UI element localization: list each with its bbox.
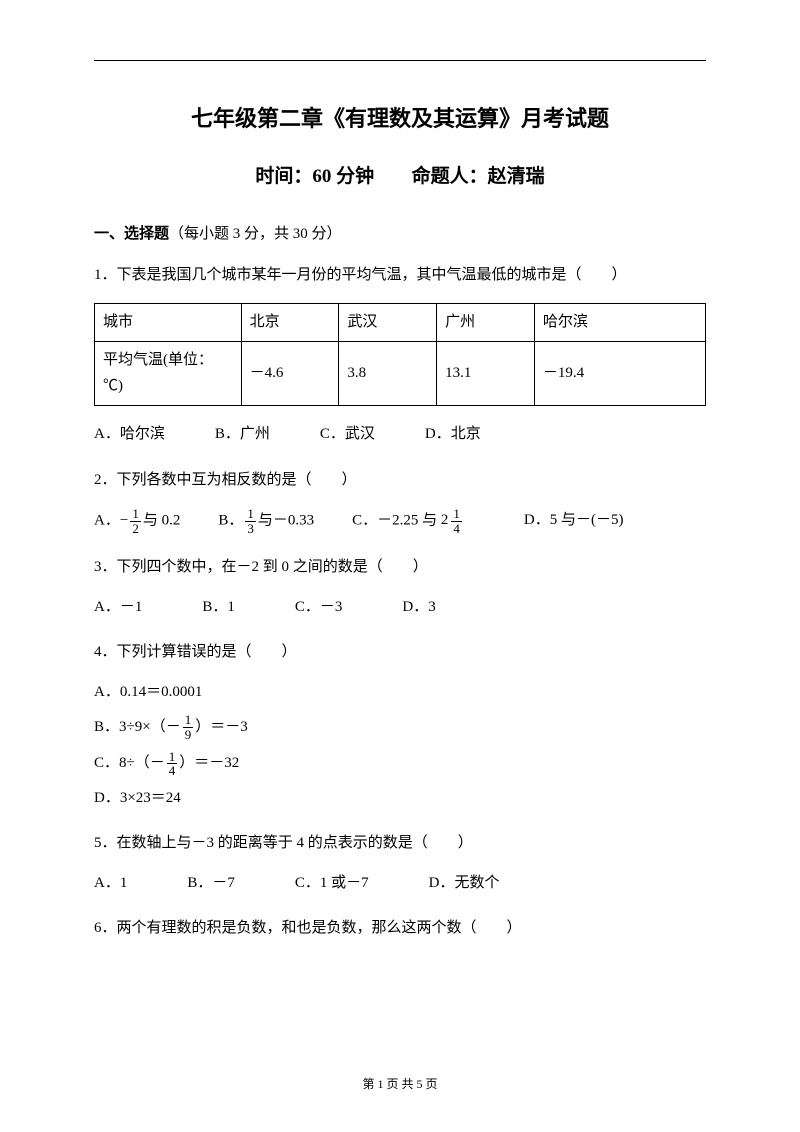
question-4-options: A．0.14＝0.0001 B．3÷9×（－19）＝－3 C．8÷（－14）＝－… [94,680,706,812]
section-1-header: 一、选择题（每小题 3 分，共 30 分） [94,222,706,243]
page: 七年级第二章《有理数及其运算》月考试题 时间：60 分钟 命题人：赵清瑞 一、选… [0,0,800,1000]
option-a: A．－1 [94,595,142,621]
table-cell: 13.1 [437,342,535,406]
option-b: B．广州 [215,422,270,448]
question-3-text: 3．下列四个数中，在－2 到 0 之间的数是（ ） [94,555,706,581]
fraction: 12 [130,507,141,535]
option-d: D．5 与－(－5) [524,508,624,534]
fraction: 19 [183,713,194,741]
option-c: C．8÷（－14）＝－32 [94,750,706,778]
question-4-text: 4．下列计算错误的是（ ） [94,640,706,666]
option-b: B．－7 [187,871,235,897]
table-cell: 广州 [437,303,535,342]
question-1-text: 1．下表是我国几个城市某年一月份的平均气温，其中气温最低的城市是（ ） [94,263,706,289]
option-d: D．北京 [425,422,481,448]
option-a: A．0.14＝0.0001 [94,680,706,706]
question-3: 3．下列四个数中，在－2 到 0 之间的数是（ ） A．－1 B．1 C．－3 … [94,555,706,620]
option-d: D．3×23＝24 [94,786,706,812]
table-cell: 武汉 [339,303,437,342]
exam-subtitle: 时间：60 分钟 命题人：赵清瑞 [94,161,706,188]
question-5-text: 5．在数轴上与－3 的距离等于 4 的点表示的数是（ ） [94,831,706,857]
section-1-note: （每小题 3 分，共 30 分） [169,226,342,242]
question-6: 6．两个有理数的积是负数，和也是负数，那么这两个数（ ） [94,916,706,942]
question-1-table: 城市 北京 武汉 广州 哈尔滨 平均气温(单位：℃) －4.6 3.8 13.1… [94,303,706,407]
option-b: B．13与－0.33 [218,507,314,535]
question-4: 4．下列计算错误的是（ ） A．0.14＝0.0001 B．3÷9×（－19）＝… [94,640,706,811]
table-cell: 平均气温(单位：℃) [95,342,242,406]
question-5-options: A．1 B．－7 C．1 或－7 D．无数个 [94,871,706,897]
mixed-fraction: 214 [441,507,464,535]
option-c: C．－3 [295,595,343,621]
table-cell: 城市 [95,303,242,342]
option-a: A．−12与 0.2 [94,507,180,535]
author-value: 赵清瑞 [488,166,545,187]
question-2: 2．下列各数中互为相反数的是（ ） A．−12与 0.2 B．13与－0.33 … [94,468,706,536]
option-c: C．1 或－7 [295,871,369,897]
top-rule [94,60,706,61]
time-value: 60 分钟 [312,166,374,187]
question-1: 1．下表是我国几个城市某年一月份的平均气温，其中气温最低的城市是（ ） 城市 北… [94,263,706,448]
question-2-options: A．−12与 0.2 B．13与－0.33 C．－2.25 与 214 D．5 … [94,507,706,535]
option-d: D．3 [402,595,435,621]
option-a: A．1 [94,871,127,897]
table-row: 平均气温(单位：℃) －4.6 3.8 13.1 －19.4 [95,342,706,406]
question-3-options: A．－1 B．1 C．－3 D．3 [94,595,706,621]
option-c: C．武汉 [320,422,375,448]
author-label: 命题人： [412,166,488,187]
fraction: 14 [167,750,178,778]
option-b: B．1 [202,595,235,621]
table-row: 城市 北京 武汉 广州 哈尔滨 [95,303,706,342]
question-2-text: 2．下列各数中互为相反数的是（ ） [94,468,706,494]
table-cell: －19.4 [534,342,705,406]
exam-title: 七年级第二章《有理数及其运算》月考试题 [94,101,706,133]
time-label: 时间： [255,166,312,187]
option-a: A．哈尔滨 [94,422,165,448]
fraction: 13 [245,507,256,535]
table-cell: 哈尔滨 [534,303,705,342]
table-cell: 北京 [241,303,339,342]
question-6-text: 6．两个有理数的积是负数，和也是负数，那么这两个数（ ） [94,916,706,942]
table-cell: －4.6 [241,342,339,406]
option-c: C．－2.25 与 214 [352,507,464,535]
option-b: B．3÷9×（－19）＝－3 [94,713,706,741]
page-footer: 第 1 页 共 5 页 [0,1075,800,1092]
section-1-label: 一、选择题 [94,226,169,242]
question-5: 5．在数轴上与－3 的距离等于 4 的点表示的数是（ ） A．1 B．－7 C．… [94,831,706,896]
option-d: D．无数个 [429,871,500,897]
table-cell: 3.8 [339,342,437,406]
question-1-options: A．哈尔滨 B．广州 C．武汉 D．北京 [94,422,706,448]
